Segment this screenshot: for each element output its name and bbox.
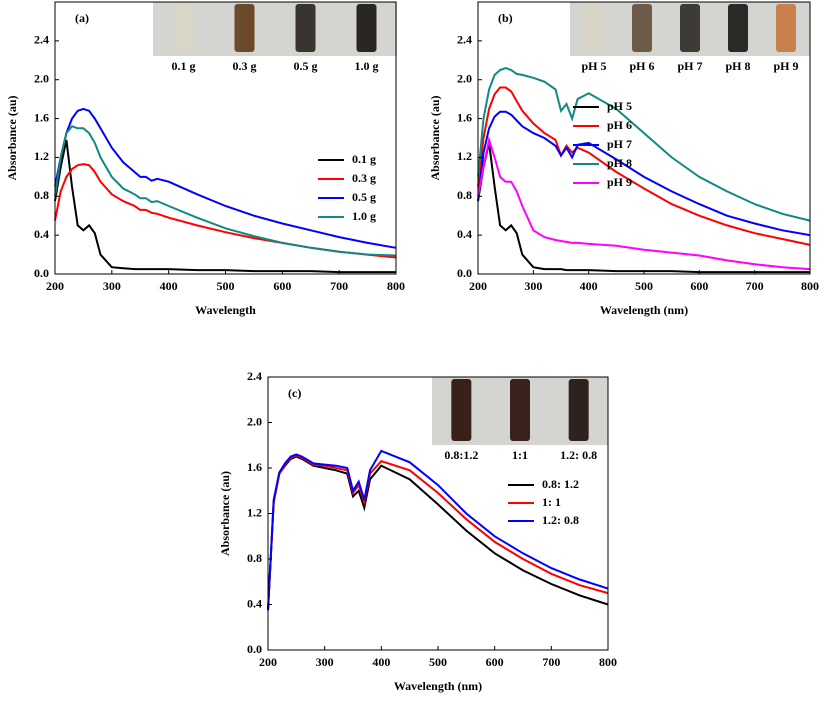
inset-tube bbox=[680, 4, 700, 52]
legend-label: 1: 1 bbox=[542, 495, 561, 509]
legend-label: 0.3 g bbox=[352, 171, 376, 185]
panel-label: (a) bbox=[75, 11, 89, 25]
x-tick-label: 700 bbox=[746, 279, 764, 293]
inset-tube bbox=[568, 379, 589, 441]
x-tick-label: 500 bbox=[635, 279, 653, 293]
x-tick-label: 800 bbox=[387, 279, 405, 293]
data-line bbox=[477, 67, 811, 222]
x-tick-label: 800 bbox=[801, 279, 819, 293]
data-line bbox=[477, 110, 811, 237]
x-tick-label: 600 bbox=[273, 279, 291, 293]
y-tick-label: 0.8 bbox=[457, 188, 472, 202]
data-line bbox=[477, 142, 810, 274]
inset-label: 0.5 g bbox=[294, 59, 318, 73]
inset-photo bbox=[153, 2, 397, 56]
data-line bbox=[54, 107, 397, 249]
inset-label: pH 6 bbox=[629, 59, 654, 73]
y-axis-title: Absorbance (au) bbox=[428, 95, 442, 180]
x-tick-label: 800 bbox=[599, 655, 617, 669]
y-axis-title: Absorbance (au) bbox=[218, 471, 232, 556]
x-tick-label: 400 bbox=[580, 279, 598, 293]
x-tick-label: 300 bbox=[103, 279, 121, 293]
inset-tube bbox=[451, 379, 472, 441]
x-tick-label: 200 bbox=[259, 655, 277, 669]
panel-label: (c) bbox=[288, 386, 301, 400]
legend-label: pH 6 bbox=[607, 118, 632, 132]
x-tick-label: 400 bbox=[372, 655, 390, 669]
y-tick-label: 0.0 bbox=[34, 266, 49, 280]
data-line bbox=[267, 449, 609, 611]
data-line bbox=[477, 86, 811, 246]
y-tick-label: 1.2 bbox=[247, 505, 262, 519]
y-tick-label: 0.0 bbox=[457, 266, 472, 280]
data-line bbox=[54, 163, 397, 259]
y-tick-label: 0.0 bbox=[247, 642, 262, 656]
inset-tube bbox=[295, 4, 316, 52]
inset-label: 1.0 g bbox=[355, 59, 379, 73]
y-tick-label: 0.8 bbox=[34, 188, 49, 202]
inset-label: 1.2: 0.8 bbox=[560, 448, 597, 462]
legend-label: pH 8 bbox=[607, 156, 632, 170]
inset-tube bbox=[234, 4, 255, 52]
y-tick-label: 2.0 bbox=[34, 71, 49, 85]
x-tick-label: 400 bbox=[160, 279, 178, 293]
y-tick-label: 1.6 bbox=[247, 460, 262, 474]
legend-label: pH 5 bbox=[607, 99, 632, 113]
x-tick-label: 500 bbox=[217, 279, 235, 293]
data-line bbox=[54, 125, 397, 257]
inset-label: 0.8:1.2 bbox=[444, 448, 478, 462]
y-tick-label: 0.4 bbox=[457, 227, 472, 241]
x-axis-title: Wavelength bbox=[195, 303, 256, 317]
data-line bbox=[477, 135, 811, 271]
legend-label: pH 9 bbox=[607, 175, 632, 189]
y-tick-label: 2.4 bbox=[457, 33, 472, 47]
y-tick-label: 2.0 bbox=[457, 71, 472, 85]
legend-label: 1.2: 0.8 bbox=[542, 513, 579, 527]
y-tick-label: 2.4 bbox=[34, 33, 49, 47]
legend-label: 1.0 g bbox=[352, 209, 376, 223]
legend-label: 0.8: 1.2 bbox=[542, 477, 579, 491]
inset-label: 0.3 g bbox=[233, 59, 257, 73]
x-tick-label: 700 bbox=[330, 279, 348, 293]
panel-label: (b) bbox=[498, 11, 513, 25]
x-tick-label: 500 bbox=[429, 655, 447, 669]
inset-tube bbox=[173, 4, 194, 52]
x-axis-title: Wavelength (nm) bbox=[394, 679, 482, 693]
x-tick-label: 200 bbox=[46, 279, 64, 293]
y-tick-label: 0.8 bbox=[247, 551, 262, 565]
legend-label: 0.1 g bbox=[352, 152, 376, 166]
inset-label: pH 9 bbox=[773, 59, 798, 73]
inset-tube bbox=[728, 4, 748, 52]
inset-tube bbox=[632, 4, 652, 52]
y-tick-label: 1.6 bbox=[34, 110, 49, 124]
legend-label: 0.5 g bbox=[352, 190, 376, 204]
y-tick-label: 0.4 bbox=[247, 596, 262, 610]
y-tick-label: 1.2 bbox=[34, 149, 49, 163]
inset-label: pH 7 bbox=[677, 59, 702, 73]
x-tick-label: 200 bbox=[469, 279, 487, 293]
legend-label: pH 7 bbox=[607, 137, 632, 151]
y-axis-title: Absorbance (au) bbox=[5, 95, 19, 180]
y-tick-label: 2.0 bbox=[247, 414, 262, 428]
x-tick-label: 600 bbox=[690, 279, 708, 293]
y-tick-label: 0.4 bbox=[34, 227, 49, 241]
y-tick-label: 2.4 bbox=[247, 369, 262, 383]
inset-tube bbox=[776, 4, 796, 52]
inset-tube bbox=[510, 379, 530, 441]
inset-tube bbox=[584, 4, 604, 52]
inset-label: 0.1 g bbox=[172, 59, 196, 73]
inset-label: 1:1 bbox=[512, 448, 528, 462]
inset-label: pH 8 bbox=[725, 59, 750, 73]
inset-tube bbox=[356, 4, 377, 52]
y-tick-label: 1.6 bbox=[457, 110, 472, 124]
y-tick-label: 1.2 bbox=[457, 149, 472, 163]
x-tick-label: 600 bbox=[486, 655, 504, 669]
x-tick-label: 700 bbox=[542, 655, 560, 669]
inset-label: pH 5 bbox=[581, 59, 606, 73]
x-axis-title: Wavelength (nm) bbox=[600, 303, 688, 317]
x-tick-label: 300 bbox=[316, 655, 334, 669]
x-tick-label: 300 bbox=[524, 279, 542, 293]
